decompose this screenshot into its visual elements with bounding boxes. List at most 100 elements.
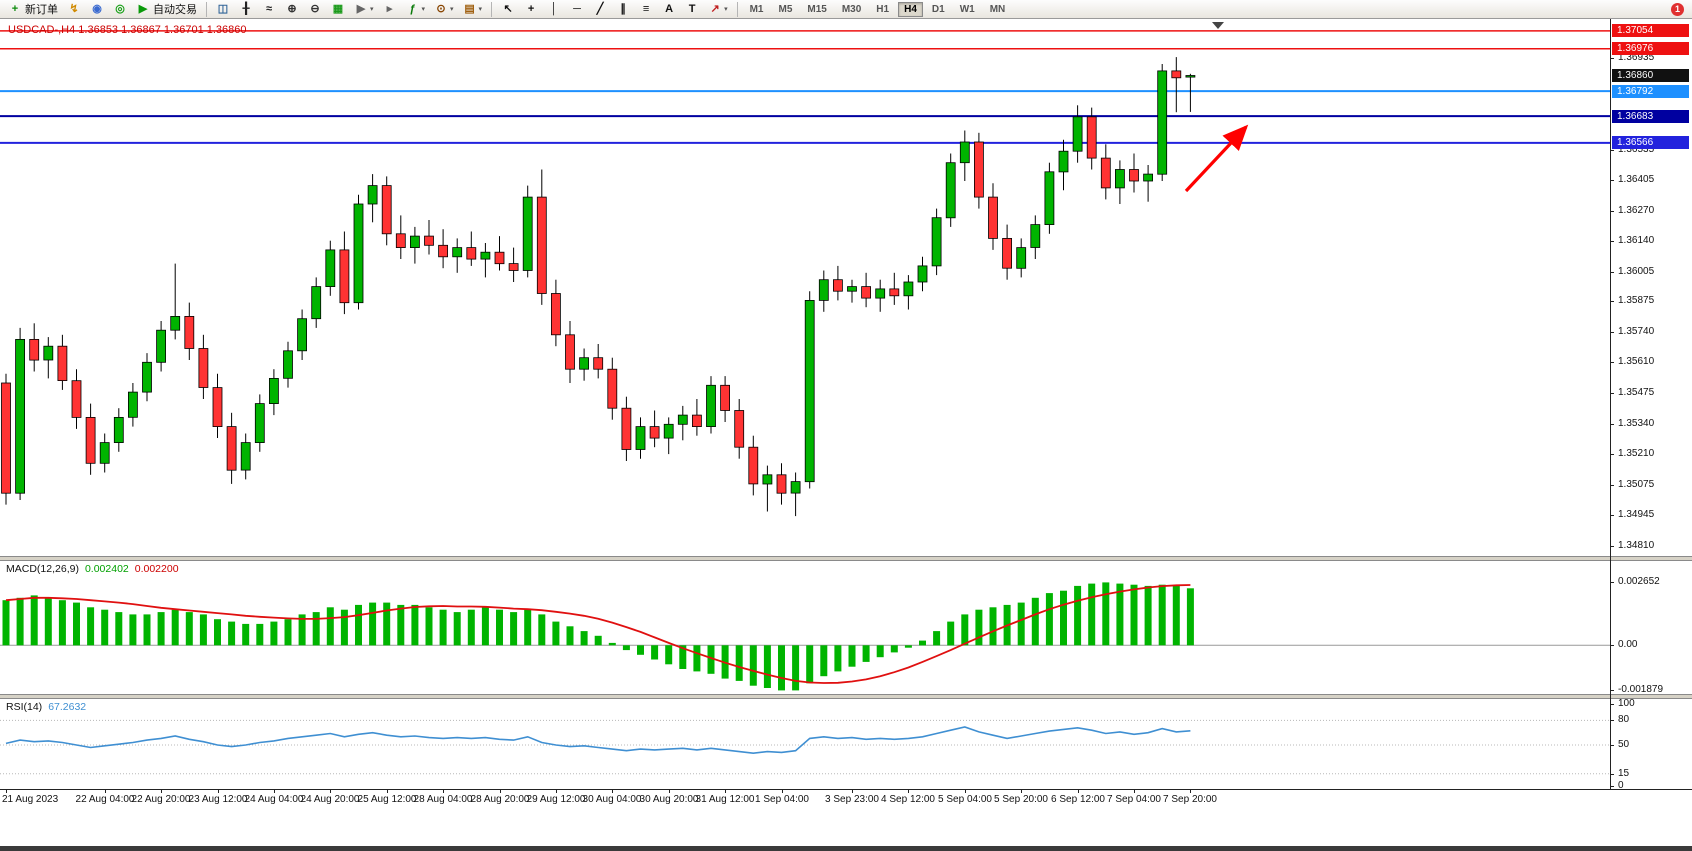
candle-body [1072, 116, 1083, 152]
candle-body [311, 286, 322, 320]
vertical-line-button[interactable]: │ [543, 1, 565, 18]
candle-body [945, 162, 956, 219]
tile-windows-button[interactable]: ▦ [327, 1, 349, 18]
profiles-button[interactable]: ◉ [86, 1, 108, 18]
candle-body [903, 281, 914, 297]
timeframe-MN[interactable]: MN [989, 3, 1006, 15]
channel-button[interactable]: ∥ [612, 1, 634, 18]
candle-body [283, 350, 293, 379]
macd-axis-label: 0.002652 [1618, 576, 1660, 587]
refresh-button[interactable]: ◎ [109, 1, 131, 18]
time-label: 28 Aug 04:00 [413, 794, 473, 805]
bar-chart-button[interactable]: ◫ [212, 1, 234, 18]
arrow-annotation[interactable] [1184, 124, 1249, 193]
linechart-icon: ≈ [265, 3, 273, 15]
price-tick-label: 1.35475 [1618, 387, 1655, 398]
chevron-down-icon: ▾ [450, 6, 454, 13]
candle-chart-button[interactable]: ╂ [235, 1, 257, 18]
axis-tick [1610, 690, 1614, 691]
macd-panel[interactable] [0, 561, 1610, 694]
panel-separator[interactable] [0, 694, 1692, 699]
price-axis[interactable]: 1.36935 1.36535 1.36405 1.36270 1.36140 1.360… [1610, 0, 1692, 851]
cursor-button[interactable]: ↖ [497, 1, 519, 18]
new-order-button[interactable]: + 新订单 [4, 1, 62, 18]
candle-body [1030, 224, 1041, 248]
new-order-icon: + [11, 3, 19, 15]
zoom-out-button[interactable]: ⊖ [304, 1, 326, 18]
macd-bar [242, 623, 250, 646]
macd-bar [397, 604, 405, 646]
price-tick-label: 1.35075 [1618, 479, 1655, 490]
indicators-button[interactable]: ƒ ▾ [402, 1, 430, 18]
candle-body [706, 384, 716, 427]
toolbar-separator [206, 1, 207, 17]
macd-bar [608, 642, 616, 646]
templates-button[interactable]: ▤ ▾ [459, 1, 487, 18]
macd-bar [1102, 582, 1110, 646]
timeframe-H1[interactable]: H1 [876, 3, 890, 15]
fibonacci-button[interactable]: ≡ [635, 1, 657, 18]
text-label-button[interactable]: T [681, 1, 703, 18]
timeframe-M30[interactable]: M30 [841, 3, 862, 15]
timeframe-M5[interactable]: M5 [778, 3, 793, 15]
horizontal-line-button[interactable]: ─ [566, 1, 588, 18]
time-tick [387, 790, 388, 793]
trendline-button[interactable]: ╱ [589, 1, 611, 18]
timeframe-H4[interactable]: H4 [898, 1, 923, 17]
macd-bar [326, 607, 334, 646]
timeframe-D1[interactable]: D1 [931, 3, 945, 15]
macd-bar [383, 602, 391, 646]
time-tick [105, 790, 106, 793]
timeframe-M1[interactable]: M1 [749, 3, 764, 15]
price-tag-1.36566: 1.36566 [1612, 136, 1689, 149]
timeframe-W1[interactable]: W1 [959, 3, 975, 15]
macd-bar [157, 612, 165, 646]
macd-bar [496, 609, 503, 646]
zoom-in-button[interactable]: ⊕ [281, 1, 303, 18]
time-axis[interactable]: 21 Aug 2023 22 Aug 04:00 22 Aug 20:00 23 Au… [0, 789, 1692, 808]
candle-body [917, 265, 928, 283]
crosshair-button[interactable]: + [520, 1, 542, 18]
price-tick-label: 1.36005 [1618, 266, 1655, 277]
candle-body [931, 217, 942, 267]
chevron-down-icon: ▾ [370, 6, 374, 13]
charts-bolt-button[interactable]: ↯ [63, 1, 85, 18]
time-label: 6 Sep 12:00 [1051, 794, 1105, 805]
candle-body [1, 382, 11, 494]
auto-trading-button[interactable]: ▶ 自动交易 [132, 1, 201, 18]
candle-body [635, 426, 646, 450]
price-tag-1.37054: 1.37054 [1612, 24, 1689, 37]
time-tick [852, 790, 853, 793]
main-chart[interactable] [0, 19, 1610, 556]
macd-bar [256, 623, 264, 646]
panel-separator[interactable] [0, 556, 1692, 561]
macd-bar [439, 609, 447, 646]
macd-bar [425, 607, 433, 646]
notification-badge[interactable]: 1 [1671, 2, 1684, 16]
macd-bar [143, 614, 151, 646]
chart-shift-button[interactable]: ▸ [379, 1, 401, 18]
axis-tick [1610, 546, 1614, 547]
macd-bar [933, 631, 941, 646]
grid-icon: ▦ [332, 3, 344, 15]
auto-scroll-button[interactable]: ▶ ▾ [350, 1, 378, 18]
macd-bar [806, 645, 814, 684]
price-tick-label: 1.35210 [1618, 448, 1655, 459]
rsi-axis-label: 100 [1618, 698, 1635, 709]
text-button[interactable]: A [658, 1, 680, 18]
rsi-panel[interactable] [0, 699, 1610, 789]
candle-body [959, 141, 970, 164]
timeframe-M15[interactable]: M15 [807, 3, 827, 15]
chart-shift-marker[interactable] [1212, 22, 1224, 29]
findicator-icon: ƒ [409, 3, 416, 15]
axis-tick [1610, 515, 1614, 516]
current-price-tag: 1.36860 [1612, 69, 1689, 82]
arrows-button[interactable]: ↗ ▾ [704, 1, 732, 18]
time-tick [965, 790, 966, 793]
candle-body [1002, 237, 1012, 269]
periods-button[interactable]: ⊙ ▾ [430, 1, 458, 18]
line-chart-button[interactable]: ≈ [258, 1, 280, 18]
macd-bar [228, 621, 236, 646]
candle-body [297, 318, 308, 352]
